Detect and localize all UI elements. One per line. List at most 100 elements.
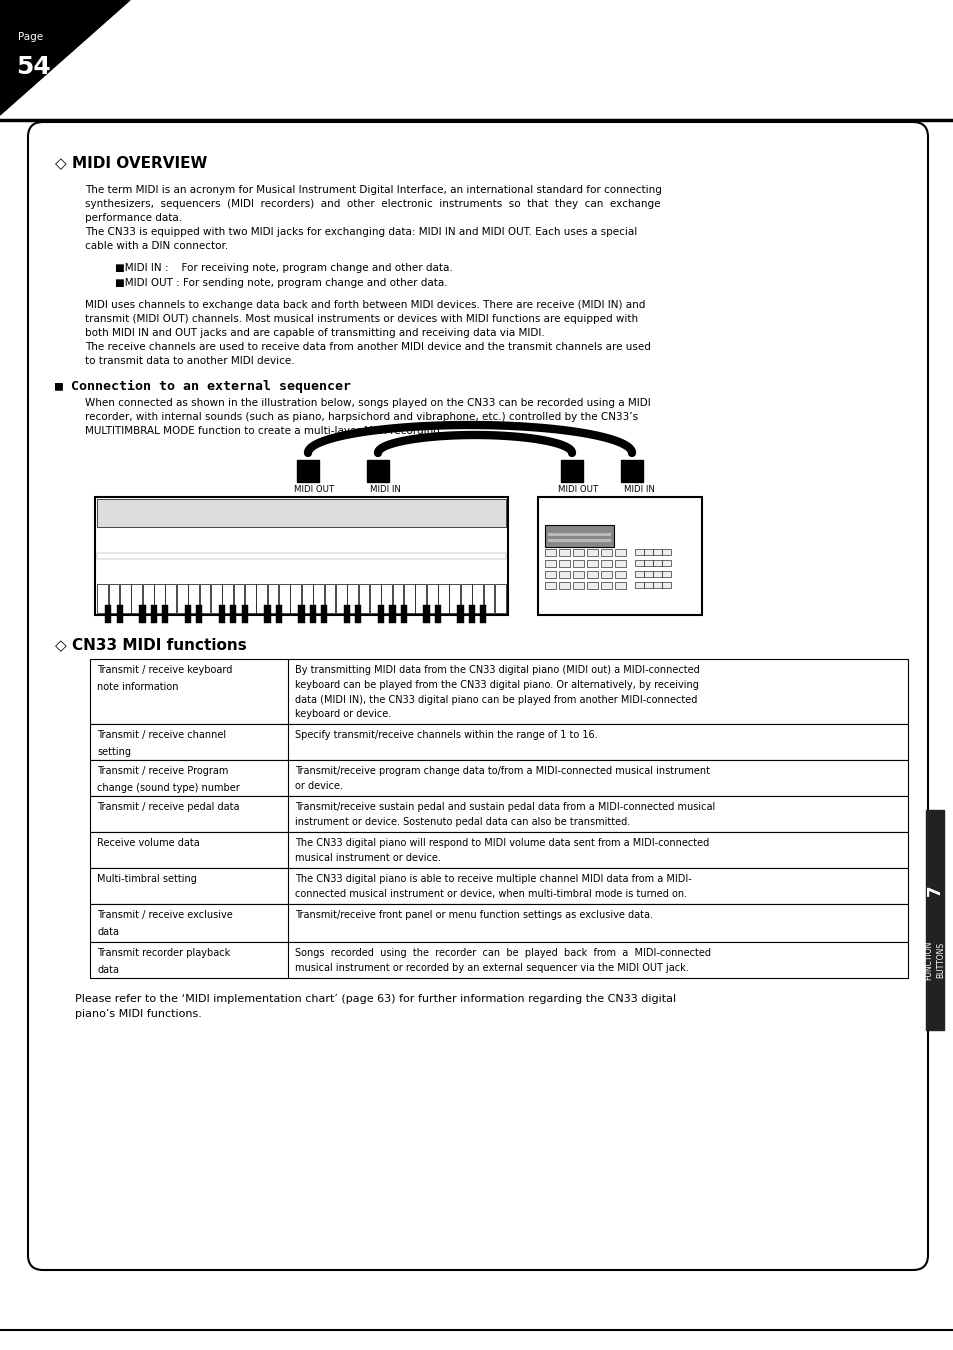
Bar [558, 582, 569, 589]
Bar [290, 585, 301, 613]
Bar [600, 582, 612, 589]
Text: 7: 7 [925, 884, 943, 896]
Text: Page: Page [18, 32, 43, 42]
Bar [586, 571, 598, 578]
Text: MULTITIMBRAL MODE function to create a multi-layer MIDI recording.: MULTITIMBRAL MODE function to create a m… [85, 427, 443, 436]
Bar [176, 585, 188, 613]
Text: MIDI OUT: MIDI OUT [294, 485, 334, 494]
Bar [643, 582, 652, 589]
Bar [468, 605, 475, 624]
Text: The CN33 is equipped with two MIDI jacks for exchanging data: MIDI IN and MIDI O: The CN33 is equipped with two MIDI jacks… [85, 227, 637, 238]
Bar [652, 549, 661, 555]
Bar [544, 525, 613, 547]
Text: to transmit data to another MIDI device.: to transmit data to another MIDI device. [85, 356, 294, 366]
Bar [600, 560, 612, 567]
Text: By transmitting MIDI data from the CN33 digital piano (MIDI out) a MIDI-connecte: By transmitting MIDI data from the CN33 … [294, 666, 699, 720]
Bar [635, 571, 643, 576]
Bar [547, 533, 610, 536]
Bar [400, 605, 406, 624]
Bar [426, 585, 437, 613]
Bar [162, 605, 168, 624]
Bar [97, 554, 505, 559]
Bar [643, 560, 652, 566]
Bar [95, 497, 507, 616]
Text: 54: 54 [16, 55, 51, 80]
Bar [90, 659, 907, 724]
Bar [105, 605, 112, 624]
Bar [437, 585, 449, 613]
Bar [600, 549, 612, 556]
Bar [233, 585, 244, 613]
Bar [120, 585, 131, 613]
Bar [558, 549, 569, 556]
Bar [321, 605, 327, 624]
Bar [90, 904, 907, 942]
Bar [652, 571, 661, 576]
Bar [275, 605, 281, 624]
Bar [544, 582, 556, 589]
Bar [218, 605, 225, 624]
Bar [547, 539, 610, 541]
Bar [245, 585, 255, 613]
Bar [615, 571, 625, 578]
Bar [90, 760, 907, 796]
Bar [661, 582, 670, 589]
Text: The CN33 digital piano will respond to MIDI volume data sent from a MIDI-connect: The CN33 digital piano will respond to M… [294, 838, 708, 863]
Bar [537, 497, 701, 616]
Bar [643, 549, 652, 555]
Text: Receive volume data: Receive volume data [97, 838, 199, 848]
Polygon shape [0, 0, 130, 115]
Bar [97, 585, 108, 613]
Bar [661, 560, 670, 566]
Text: Please refer to the ‘MIDI implementation chart’ (page 63) for further informatio: Please refer to the ‘MIDI implementation… [75, 994, 676, 1004]
Text: The CN33 digital piano is able to receive multiple channel MIDI data from a MIDI: The CN33 digital piano is able to receiv… [294, 873, 691, 899]
Bar [495, 585, 505, 613]
Bar [544, 549, 556, 556]
Text: performance data.: performance data. [85, 213, 182, 223]
Bar [279, 585, 290, 613]
Text: Transmit/receive program change data to/from a MIDI-connected musical instrument: Transmit/receive program change data to/… [294, 765, 709, 791]
Bar [313, 585, 324, 613]
Bar [139, 605, 146, 624]
Bar [393, 585, 403, 613]
Text: ■ Connection to an external sequencer: ■ Connection to an external sequencer [55, 379, 351, 393]
Bar [389, 605, 395, 624]
Bar [199, 585, 210, 613]
FancyBboxPatch shape [28, 122, 927, 1270]
Bar [90, 796, 907, 832]
Text: Transmit / receive Program
change (sound type) number: Transmit / receive Program change (sound… [97, 765, 239, 794]
Bar [573, 549, 583, 556]
Bar [925, 810, 943, 1030]
Bar [643, 571, 652, 576]
Text: Transmit / receive channel
setting: Transmit / receive channel setting [97, 730, 226, 757]
Bar [558, 571, 569, 578]
Bar [296, 460, 318, 482]
Bar [460, 585, 471, 613]
Text: Transmit / receive keyboard
note information: Transmit / receive keyboard note informa… [97, 666, 233, 693]
Text: The term MIDI is an acronym for Musical Instrument Digital Interface, an interna: The term MIDI is an acronym for Musical … [85, 185, 661, 194]
Text: ◇ CN33 MIDI functions: ◇ CN33 MIDI functions [55, 637, 247, 652]
Bar [370, 585, 380, 613]
Bar [347, 585, 357, 613]
Text: recorder, with internal sounds (such as piano, harpsichord and vibraphone, etc.): recorder, with internal sounds (such as … [85, 412, 638, 423]
Bar [90, 942, 907, 977]
Bar [620, 460, 642, 482]
Bar [615, 560, 625, 567]
Bar [97, 500, 505, 526]
Bar [343, 605, 350, 624]
Bar [109, 585, 119, 613]
Text: When connected as shown in the illustration below, songs played on the CN33 can : When connected as shown in the illustrat… [85, 398, 650, 408]
Text: transmit (MIDI OUT) channels. Most musical instruments or devices with MIDI func: transmit (MIDI OUT) channels. Most music… [85, 315, 638, 324]
Bar [188, 585, 199, 613]
Bar [615, 582, 625, 589]
Bar [615, 549, 625, 556]
Text: Transmit/receive front panel or menu function settings as exclusive data.: Transmit/receive front panel or menu fun… [294, 910, 652, 919]
Bar [335, 585, 346, 613]
Bar [241, 605, 248, 624]
Bar [573, 560, 583, 567]
Bar [90, 724, 907, 760]
Text: Multi-timbral setting: Multi-timbral setting [97, 873, 196, 884]
Bar [367, 460, 389, 482]
Bar [256, 585, 267, 613]
Text: Songs  recorded  using  the  recorder  can  be  played  back  from  a  MIDI-conn: Songs recorded using the recorder can be… [294, 948, 710, 973]
